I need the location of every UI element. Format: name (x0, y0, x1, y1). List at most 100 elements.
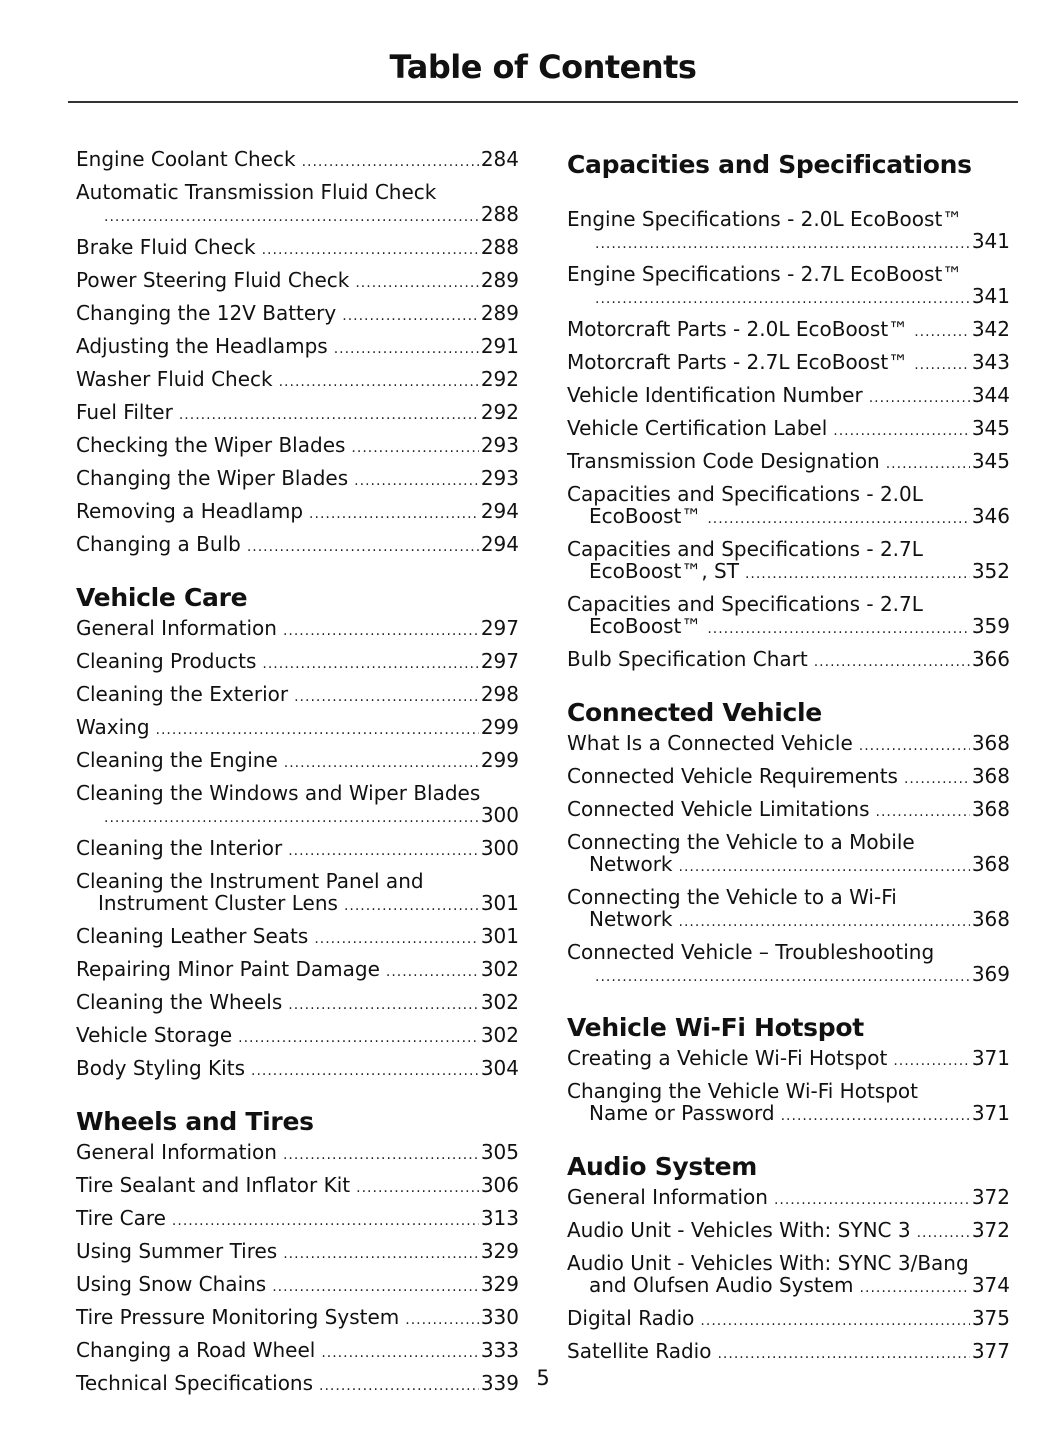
toc-entry-title: What Is a Connected Vehicle (567, 731, 853, 755)
toc-entry-line: Repairing Minor Paint Damage 302 (76, 958, 519, 983)
toc-entry-title: Removing a Headlamp (76, 499, 304, 523)
toc-entry[interactable]: Power Steering Fluid Check 289 (76, 269, 519, 294)
toc-entry-line: General Information 305 (76, 1141, 519, 1166)
toc-entry[interactable]: Repairing Minor Paint Damage 302 (76, 958, 519, 983)
dot-leader (279, 368, 479, 393)
toc-entry-title: Engine Coolant Check (76, 147, 296, 171)
toc-entry[interactable]: Using Snow Chains 329 (76, 1273, 519, 1298)
toc-entry[interactable]: Transmission Code Designation 345 (567, 450, 1010, 475)
toc-page-number: 289 (480, 268, 519, 292)
toc-entry-title: Bulb Specification Chart (567, 647, 808, 671)
toc-entry[interactable]: Tire Care 313 (76, 1207, 519, 1232)
toc-entry[interactable]: Motorcraft Parts - 2.0L EcoBoost™ 342 (567, 318, 1010, 343)
section-heading: Vehicle Wi-Fi Hotspot (567, 1013, 864, 1042)
toc-entry[interactable]: Audio Unit - Vehicles With: SYNC 3 372 (567, 1219, 1010, 1244)
dot-leader (917, 1219, 970, 1244)
toc-entry[interactable]: Vehicle Identification Number 344 (567, 384, 1010, 409)
toc-entry[interactable]: Adjusting the Headlamps 291 (76, 335, 519, 360)
toc-entry[interactable]: Body Styling Kits 304 (76, 1057, 519, 1082)
toc-entry[interactable]: Connected Vehicle Limitations 368 (567, 798, 1010, 823)
dot-leader (288, 991, 479, 1016)
toc-entry[interactable]: General Information 305 (76, 1141, 519, 1166)
toc-entry[interactable]: Changing the Wiper Blades 293 (76, 467, 519, 492)
toc-entry[interactable]: Tire Pressure Monitoring System 330 (76, 1306, 519, 1331)
toc-entry[interactable]: Capacities and Specifications - 2.0L EcoB… (567, 483, 1010, 530)
dot-leader (386, 958, 479, 983)
toc-entry-title: Cleaning the Instrument Panel and (76, 869, 424, 893)
toc-entry[interactable]: General Information 297 (76, 617, 519, 642)
toc-entry-title: Connected Vehicle Requirements (567, 764, 898, 788)
toc-entry[interactable]: Engine Specifications - 2.0L EcoBoost™ 34… (567, 208, 1010, 255)
toc-entry[interactable]: Vehicle Certification Label 345 (567, 417, 1010, 442)
toc-entry[interactable]: Tire Sealant and Inflator Kit 306 (76, 1174, 519, 1199)
toc-entry[interactable]: Motorcraft Parts - 2.7L EcoBoost™ 343 (567, 351, 1010, 376)
toc-page-number: 342 (971, 317, 1010, 341)
toc-entry[interactable]: General Information 372 (567, 1186, 1010, 1211)
toc-page-number: 374 (971, 1273, 1010, 1297)
dot-leader (272, 1273, 479, 1298)
toc-entry-line: Engine Specifications - 2.0L EcoBoost™ (567, 208, 1010, 230)
dot-leader (342, 302, 479, 327)
toc-page-number: 341 (971, 229, 1010, 253)
toc-entry[interactable]: Cleaning Products 297 (76, 650, 519, 675)
toc-entry-line: Cleaning the Wheels 302 (76, 991, 519, 1016)
toc-entry[interactable]: Connecting the Vehicle to a Wi-Fi Network… (567, 886, 1010, 933)
toc-entry-line: Automatic Transmission Fluid Check (76, 181, 519, 203)
toc-entry-title: Tire Pressure Monitoring System (76, 1305, 400, 1329)
toc-entry[interactable]: Cleaning the Wheels 302 (76, 991, 519, 1016)
toc-page-number: 299 (480, 748, 519, 772)
toc-entry[interactable]: Cleaning the Engine 299 (76, 749, 519, 774)
toc-entry[interactable]: Capacities and Specifications - 2.7L EcoB… (567, 593, 1010, 640)
toc-page-number: 377 (971, 1339, 1010, 1363)
toc-page-number: 343 (971, 350, 1010, 374)
toc-entry[interactable]: Checking the Wiper Blades 293 (76, 434, 519, 459)
toc-entry-line: Checking the Wiper Blades 293 (76, 434, 519, 459)
toc-entry[interactable]: Bulb Specification Chart 366 (567, 648, 1010, 673)
toc-entry[interactable]: Automatic Transmission Fluid Check 288 (76, 181, 519, 228)
toc-entry-title: Connecting the Vehicle to a Mobile (567, 830, 915, 854)
toc-entry[interactable]: Cleaning the Windows and Wiper Blades300 (76, 782, 519, 829)
toc-entry[interactable]: Connected Vehicle – Troubleshooting 369 (567, 941, 1010, 988)
toc-entry[interactable]: Technical Specifications 339 (76, 1372, 519, 1397)
toc-entry-line: What Is a Connected Vehicle 368 (567, 732, 1010, 757)
dot-leader (172, 1207, 479, 1232)
toc-entry[interactable]: Changing the 12V Battery 289 (76, 302, 519, 327)
toc-entry[interactable]: What Is a Connected Vehicle 368 (567, 732, 1010, 757)
toc-entry[interactable]: Cleaning the Instrument Panel and Instrum… (76, 870, 519, 917)
dot-leader (283, 1240, 479, 1265)
toc-entry[interactable]: Cleaning Leather Seats 301 (76, 925, 519, 950)
toc-entry-title: Vehicle Certification Label (567, 416, 828, 440)
toc-entry[interactable]: Vehicle Storage 302 (76, 1024, 519, 1049)
toc-entry[interactable]: Brake Fluid Check 288 (76, 236, 519, 261)
toc-entry[interactable]: Digital Radio 375 (567, 1307, 1010, 1332)
toc-entry[interactable]: Engine Specifications - 2.7L EcoBoost™ 34… (567, 263, 1010, 310)
toc-entry-continuation: 369 (567, 963, 1010, 988)
toc-entry[interactable]: Using Summer Tires 329 (76, 1240, 519, 1265)
toc-entry-title: Vehicle Storage (76, 1023, 233, 1047)
toc-entry[interactable]: Capacities and Specifications - 2.7L EcoB… (567, 538, 1010, 585)
toc-entry[interactable]: Creating a Vehicle Wi-Fi Hotspot 371 (567, 1047, 1010, 1072)
toc-entry[interactable]: Connecting the Vehicle to a Mobile Networ… (567, 831, 1010, 878)
toc-entry[interactable]: Engine Coolant Check 284 (76, 148, 519, 173)
toc-entry[interactable]: Cleaning the Interior 300 (76, 837, 519, 862)
toc-entry[interactable]: Removing a Headlamp 294 (76, 500, 519, 525)
toc-entry[interactable]: Changing the Vehicle Wi-Fi Hotspot Name o… (567, 1080, 1010, 1127)
toc-entry[interactable]: Audio Unit - Vehicles With: SYNC 3/Bang a… (567, 1252, 1010, 1299)
toc-entry-continuation: EcoBoost™ 359 (567, 615, 1010, 640)
toc-entry-continuation: EcoBoost™, ST 352 (567, 560, 1010, 585)
toc-page-number: 339 (480, 1371, 519, 1395)
toc-entry-title: Waxing (76, 715, 150, 739)
toc-entry[interactable]: Changing a Bulb 294 (76, 533, 519, 558)
toc-entry[interactable]: Satellite Radio 377 (567, 1340, 1010, 1365)
toc-entry-line: General Information 372 (567, 1186, 1010, 1211)
toc-entry-title: Automatic Transmission Fluid Check (76, 180, 437, 204)
toc-entry[interactable]: Washer Fluid Check 292 (76, 368, 519, 393)
toc-entry[interactable]: Cleaning the Exterior 298 (76, 683, 519, 708)
toc-entry[interactable]: Waxing 299 (76, 716, 519, 741)
toc-entry[interactable]: Changing a Road Wheel 333 (76, 1339, 519, 1364)
toc-entry[interactable]: Connected Vehicle Requirements 368 (567, 765, 1010, 790)
toc-entry[interactable]: Fuel Filter 292 (76, 401, 519, 426)
toc-entry-title: Cleaning the Exterior (76, 682, 289, 706)
toc-entry-line: Connected Vehicle Limitations 368 (567, 798, 1010, 823)
dot-leader (334, 335, 479, 360)
